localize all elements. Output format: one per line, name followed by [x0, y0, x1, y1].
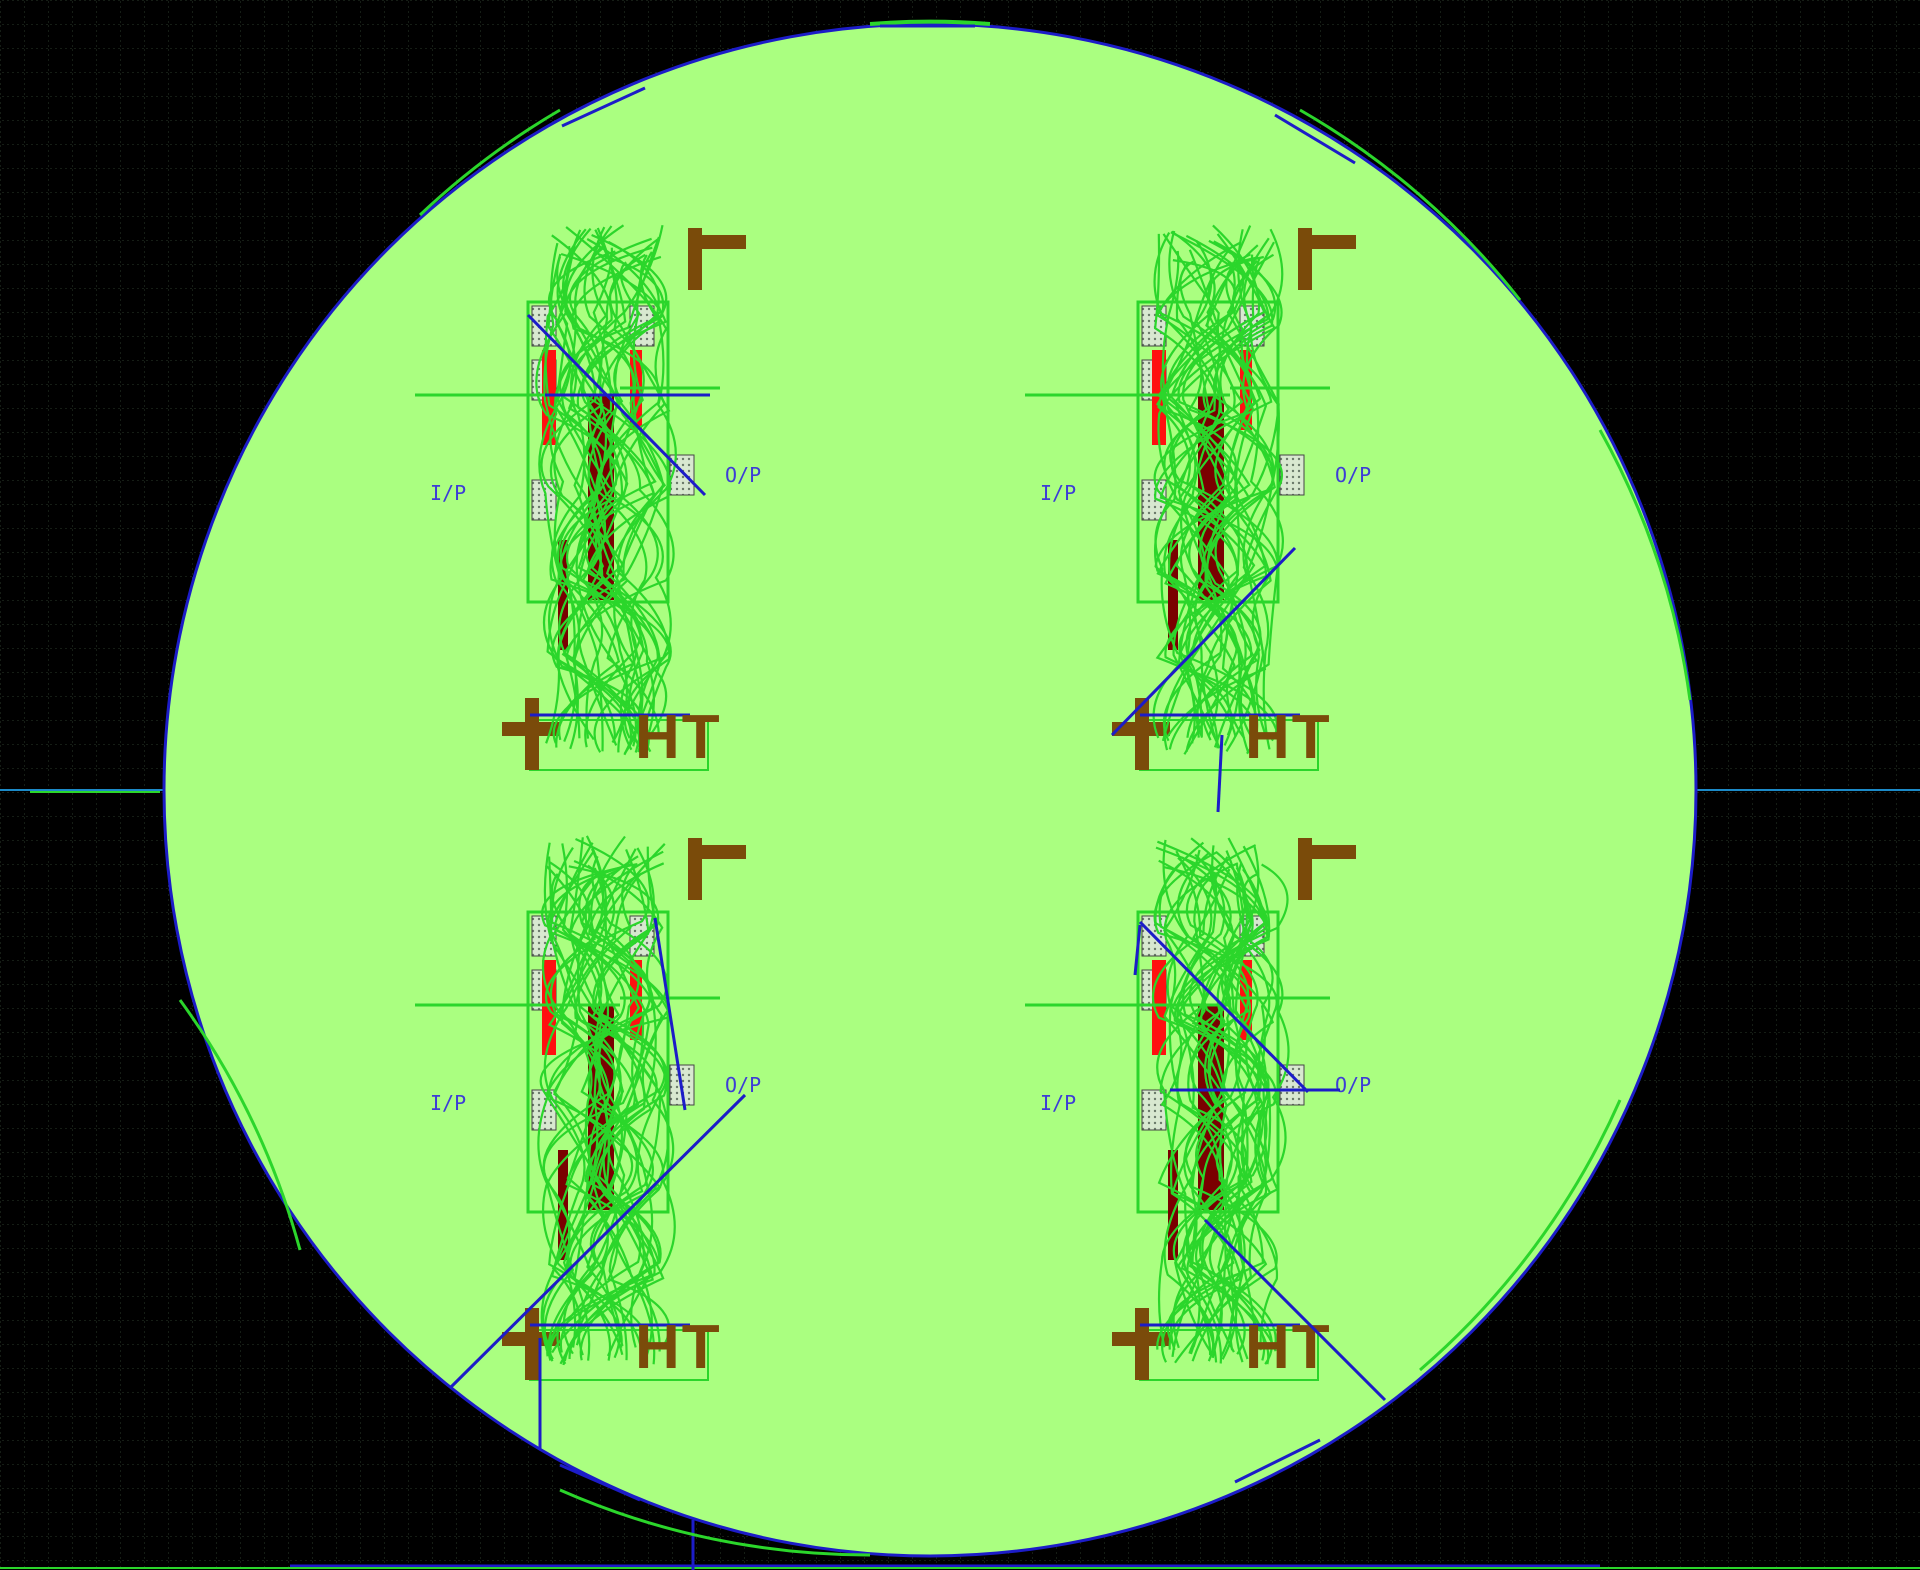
input-pin-label: I/P: [1040, 1091, 1076, 1115]
origin-axis-lines: [0, 789, 1920, 1570]
board-outline[interactable]: [162, 19, 1698, 1558]
module-group: I/P O/P HT I/P O/P HT I/P O/P HT I/P O/P HT: [415, 224, 1371, 1382]
ht-label: HT: [635, 1313, 722, 1382]
guide-lines: [448, 313, 1387, 1450]
output-pin-label: O/P: [1335, 463, 1371, 487]
input-pin-label: I/P: [430, 1091, 466, 1115]
module-top-left[interactable]: I/P O/P HT: [415, 224, 761, 772]
input-pin-label: I/P: [430, 481, 466, 505]
copper-tee: [502, 722, 560, 736]
ht-label: HT: [1245, 703, 1332, 772]
output-pin-label: O/P: [1335, 1073, 1371, 1097]
module-bottom-right[interactable]: I/P O/P HT: [1025, 837, 1371, 1382]
copper-tee: [1298, 235, 1356, 249]
dark-pad: [1168, 1150, 1178, 1260]
copper-tee: [688, 845, 746, 859]
ratsnest-bundle: [1151, 837, 1290, 1365]
dark-pad: [1168, 540, 1178, 650]
ratsnest-bundle: [1152, 224, 1284, 755]
ht-label: HT: [635, 703, 722, 772]
output-pin-label: O/P: [725, 463, 761, 487]
module-bottom-left[interactable]: I/P O/P HT: [415, 835, 761, 1382]
output-pin-label: O/P: [725, 1073, 761, 1097]
dotted-pad: [1141, 305, 1167, 347]
copper-tee: [1112, 1332, 1170, 1346]
dark-pad: [558, 540, 568, 650]
module-top-right[interactable]: I/P O/P HT: [1025, 224, 1371, 772]
dotted-pad: [531, 479, 557, 521]
dotted-pad: [629, 915, 655, 957]
ratsnest-bundle: [537, 835, 676, 1366]
ht-label: HT: [1245, 1313, 1332, 1382]
dotted-pad: [1279, 454, 1305, 496]
copper-tee: [688, 235, 746, 249]
copper-tee: [1298, 845, 1356, 859]
board-edge-guides: [559, 24, 1356, 1502]
input-pin-label: I/P: [1040, 481, 1076, 505]
ratsnest-bundle: [535, 224, 677, 756]
dotted-pad: [1141, 1089, 1167, 1131]
